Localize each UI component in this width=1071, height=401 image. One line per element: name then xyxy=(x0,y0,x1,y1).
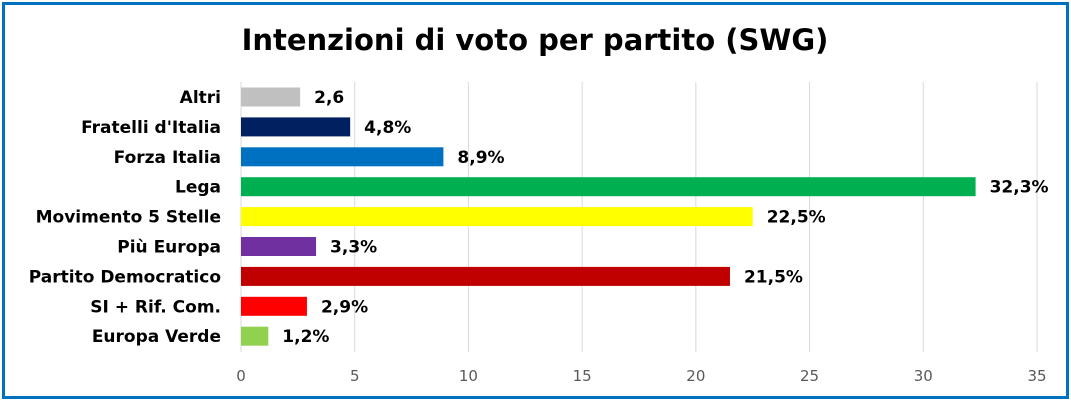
data-label: 1,2% xyxy=(282,327,329,347)
bar xyxy=(241,87,301,107)
bar xyxy=(241,117,351,137)
category-label: Forza Italia xyxy=(114,148,221,168)
x-tick-label: 20 xyxy=(686,367,705,385)
data-label: 2,6 xyxy=(314,88,344,108)
category-label: SI + Rif. Com. xyxy=(90,297,221,317)
bar-layer xyxy=(241,87,976,346)
bar xyxy=(241,326,269,346)
bar xyxy=(241,237,317,256)
bar xyxy=(241,207,753,227)
category-label: Movimento 5 Stelle xyxy=(36,208,221,228)
data-label: 2,9% xyxy=(321,297,368,317)
category-label: Partito Democratico xyxy=(29,267,221,287)
data-label: 22,5% xyxy=(767,208,826,228)
x-tick-label: 10 xyxy=(459,367,478,385)
bar xyxy=(241,177,976,197)
x-tick-label: 0 xyxy=(236,367,246,385)
bar xyxy=(241,266,730,286)
x-tick-label: 5 xyxy=(350,367,360,385)
x-tick-label: 15 xyxy=(573,367,592,385)
x-axis-ticks: 0 5 10 15 20 25 30 35 xyxy=(236,367,1046,385)
data-label: 4,8% xyxy=(364,118,411,138)
data-label: 21,5% xyxy=(744,267,803,287)
chart-title: Intenzioni di voto per partito (SWG) xyxy=(242,23,829,57)
x-tick-label: 35 xyxy=(1027,367,1046,385)
bar xyxy=(241,147,444,167)
data-label: 32,3% xyxy=(990,178,1049,198)
bar xyxy=(241,296,307,316)
data-label: 8,9% xyxy=(457,148,504,168)
category-label: Lega xyxy=(175,178,221,198)
category-label: Europa Verde xyxy=(92,327,221,347)
category-label: Fratelli d'Italia xyxy=(81,118,221,138)
x-tick-label: 25 xyxy=(800,367,819,385)
category-label: Più Europa xyxy=(117,238,221,258)
category-label: Altri xyxy=(180,88,221,108)
x-tick-label: 30 xyxy=(914,367,933,385)
data-label: 3,3% xyxy=(330,238,377,258)
label-layer: Altri 2,6 Fratelli d'Italia 4,8% Forza Itali… xyxy=(29,88,1049,347)
